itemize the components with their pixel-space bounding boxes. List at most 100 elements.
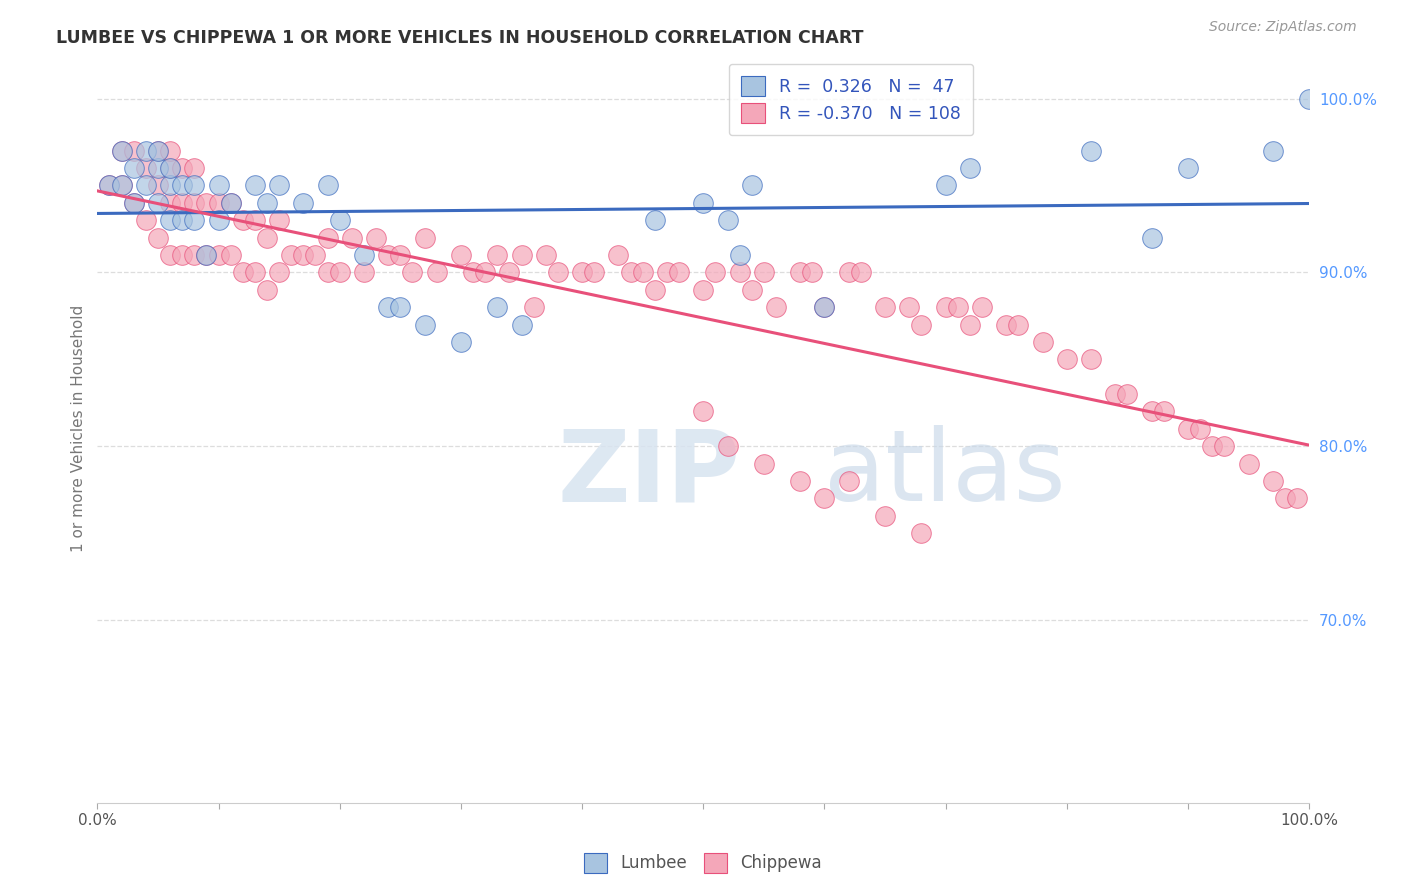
Point xyxy=(789,474,811,488)
Point xyxy=(474,265,496,279)
Point xyxy=(668,265,690,279)
Point xyxy=(159,144,181,158)
Point xyxy=(1261,474,1284,488)
Point xyxy=(316,230,339,244)
Point xyxy=(1007,318,1029,332)
Point xyxy=(353,248,375,262)
Point xyxy=(765,300,787,314)
Point xyxy=(159,248,181,262)
Point xyxy=(946,300,969,314)
Point xyxy=(898,300,921,314)
Point xyxy=(377,248,399,262)
Point xyxy=(728,265,751,279)
Point xyxy=(523,300,546,314)
Point xyxy=(1237,457,1260,471)
Point xyxy=(1177,161,1199,175)
Point xyxy=(172,178,194,193)
Point xyxy=(172,248,194,262)
Point xyxy=(329,265,352,279)
Point xyxy=(1056,352,1078,367)
Point xyxy=(486,248,509,262)
Point xyxy=(970,300,993,314)
Point xyxy=(146,230,169,244)
Point xyxy=(959,161,981,175)
Point xyxy=(159,161,181,175)
Point xyxy=(256,195,278,210)
Point xyxy=(1140,230,1163,244)
Text: Source: ZipAtlas.com: Source: ZipAtlas.com xyxy=(1209,20,1357,34)
Point xyxy=(292,248,315,262)
Point xyxy=(243,178,266,193)
Point xyxy=(813,491,835,506)
Point xyxy=(401,265,423,279)
Point xyxy=(159,213,181,227)
Point xyxy=(146,195,169,210)
Point xyxy=(413,318,436,332)
Point xyxy=(269,213,291,227)
Point xyxy=(146,144,169,158)
Y-axis label: 1 or more Vehicles in Household: 1 or more Vehicles in Household xyxy=(72,305,86,552)
Point xyxy=(789,265,811,279)
Point xyxy=(256,283,278,297)
Point xyxy=(450,248,472,262)
Point xyxy=(510,248,533,262)
Point xyxy=(110,178,132,193)
Point xyxy=(995,318,1018,332)
Point xyxy=(692,404,714,418)
Point xyxy=(910,526,932,541)
Point xyxy=(146,161,169,175)
Point xyxy=(377,300,399,314)
Point xyxy=(172,195,194,210)
Point xyxy=(1189,422,1212,436)
Point xyxy=(389,248,412,262)
Point xyxy=(135,213,157,227)
Point xyxy=(304,248,326,262)
Point xyxy=(146,144,169,158)
Point xyxy=(728,248,751,262)
Text: ZIP: ZIP xyxy=(558,425,741,522)
Point xyxy=(256,230,278,244)
Text: atlas: atlas xyxy=(824,425,1066,522)
Point xyxy=(1298,92,1320,106)
Point xyxy=(110,144,132,158)
Point xyxy=(741,178,763,193)
Point xyxy=(716,439,738,453)
Point xyxy=(122,195,145,210)
Point xyxy=(1080,144,1102,158)
Point xyxy=(269,265,291,279)
Point xyxy=(873,300,896,314)
Point xyxy=(207,213,229,227)
Point xyxy=(183,213,205,227)
Point xyxy=(1140,404,1163,418)
Point xyxy=(631,265,654,279)
Point xyxy=(122,144,145,158)
Point xyxy=(159,178,181,193)
Legend: Lumbee, Chippewa: Lumbee, Chippewa xyxy=(576,847,830,880)
Point xyxy=(583,265,606,279)
Point xyxy=(461,265,484,279)
Point xyxy=(159,161,181,175)
Point xyxy=(195,248,218,262)
Point xyxy=(219,195,242,210)
Point xyxy=(292,195,315,210)
Point xyxy=(207,178,229,193)
Point xyxy=(1104,387,1126,401)
Point xyxy=(935,178,957,193)
Point xyxy=(426,265,449,279)
Point xyxy=(316,178,339,193)
Point xyxy=(316,265,339,279)
Point xyxy=(1032,334,1054,349)
Point xyxy=(752,457,775,471)
Point xyxy=(704,265,727,279)
Point xyxy=(183,178,205,193)
Point xyxy=(207,248,229,262)
Point xyxy=(172,161,194,175)
Point xyxy=(219,195,242,210)
Point xyxy=(644,213,666,227)
Point xyxy=(752,265,775,279)
Point xyxy=(741,283,763,297)
Point xyxy=(692,283,714,297)
Point xyxy=(1261,144,1284,158)
Point xyxy=(232,265,254,279)
Point xyxy=(413,230,436,244)
